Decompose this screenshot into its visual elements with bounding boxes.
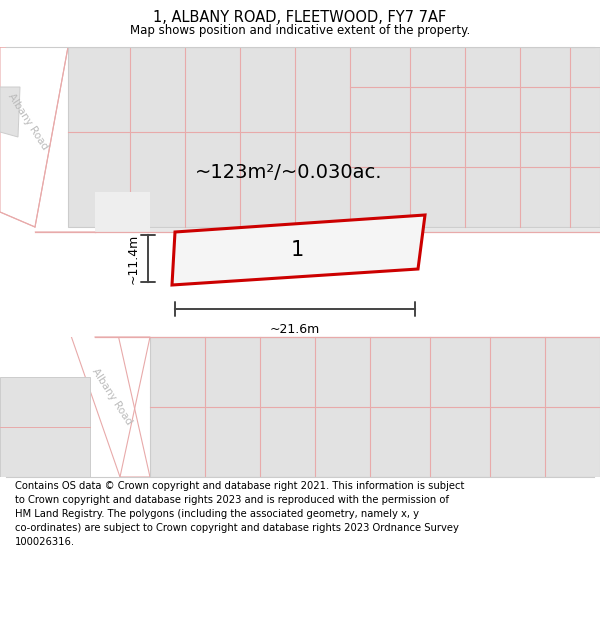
- Bar: [68, 47, 600, 227]
- Bar: [95, 192, 150, 232]
- Text: Albany Road: Albany Road: [90, 367, 134, 427]
- Bar: [95, 227, 600, 337]
- Text: ~123m²/~0.030ac.: ~123m²/~0.030ac.: [195, 162, 383, 181]
- Text: ~21.6m: ~21.6m: [270, 323, 320, 336]
- Text: Map shows position and indicative extent of the property.: Map shows position and indicative extent…: [130, 24, 470, 37]
- Text: Contains OS data © Crown copyright and database right 2021. This information is : Contains OS data © Crown copyright and d…: [15, 481, 464, 548]
- Polygon shape: [0, 47, 68, 227]
- Text: Albany Road: Albany Road: [6, 92, 50, 152]
- Bar: [0, 377, 90, 477]
- Text: 1, ALBANY ROAD, FLEETWOOD, FY7 7AF: 1, ALBANY ROAD, FLEETWOOD, FY7 7AF: [154, 11, 446, 26]
- Polygon shape: [35, 232, 150, 477]
- Polygon shape: [172, 215, 425, 285]
- Text: ~11.4m: ~11.4m: [127, 233, 140, 284]
- Bar: [150, 337, 600, 477]
- Bar: [0, 232, 600, 337]
- Text: 1: 1: [291, 240, 304, 260]
- Polygon shape: [0, 87, 20, 137]
